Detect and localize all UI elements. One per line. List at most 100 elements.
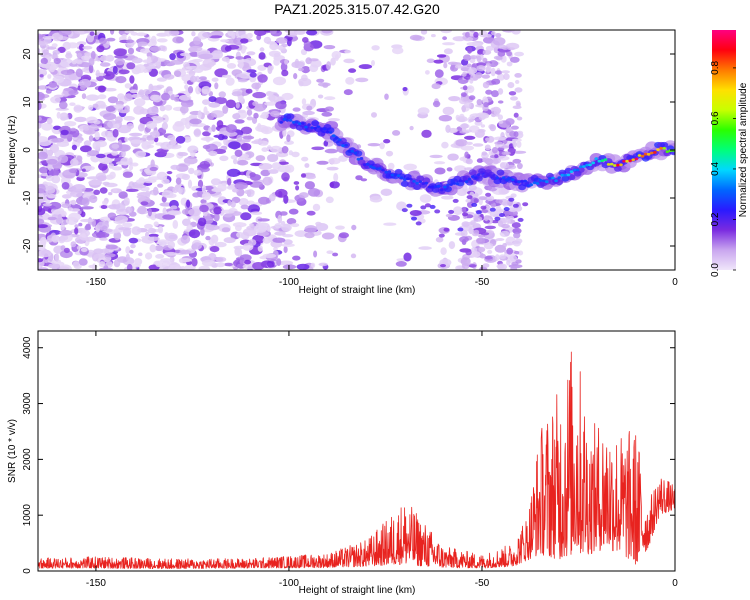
spectrogram-noise-cell bbox=[277, 214, 283, 224]
spectrogram-noise-cell bbox=[156, 38, 168, 43]
spectrogram-noise-cell bbox=[51, 175, 61, 184]
spectrogram-noise-cell bbox=[201, 86, 211, 95]
spectrogram-noise-cell bbox=[515, 259, 522, 264]
spectrogram-noise-cell bbox=[284, 59, 289, 65]
spectrogram-noise-cell bbox=[82, 45, 93, 50]
spectrogram-noise-cell bbox=[142, 89, 152, 95]
spectrogram-noise-cell bbox=[295, 185, 300, 191]
spectrogram-signal-cell bbox=[485, 192, 492, 197]
spectrogram-noise-cell bbox=[187, 86, 194, 94]
spectrogram-noise-cell bbox=[267, 65, 273, 74]
spectrogram-noise-cell bbox=[48, 263, 61, 269]
spectrogram-noise-cell bbox=[253, 224, 267, 233]
spectrogram-signal-cell bbox=[548, 177, 552, 180]
spectrogram-noise-cell bbox=[101, 130, 112, 138]
spectrogram-noise-cell bbox=[273, 57, 280, 66]
spectrogram-noise-cell bbox=[38, 218, 45, 225]
spectrogram-signal-cell bbox=[628, 159, 632, 163]
spectrogram-noise-cell bbox=[57, 46, 66, 54]
spectrogram-noise-cell bbox=[455, 139, 468, 147]
spectrogram-signal-cell bbox=[286, 113, 295, 120]
spectrogram-noise-cell bbox=[155, 260, 163, 268]
spectrogram-noise-cell bbox=[38, 258, 43, 263]
spectrogram-noise-cell bbox=[175, 177, 182, 185]
spectrogram-noise-cell bbox=[304, 232, 315, 239]
spectrogram-noise-cell bbox=[81, 168, 86, 172]
spectrogram-noise-cell bbox=[216, 262, 226, 268]
spectrogram-noise-cell bbox=[494, 70, 503, 75]
spectrogram-signal-cell bbox=[350, 149, 355, 153]
spectrogram-noise-cell bbox=[512, 141, 517, 148]
spectrogram-noise-cell bbox=[482, 49, 492, 55]
spectrogram-noise-cell bbox=[210, 178, 221, 186]
spectrogram-noise-cell bbox=[262, 176, 273, 186]
spectrogram-noise-cell bbox=[74, 224, 79, 229]
spectrogram-noise-cell bbox=[93, 189, 101, 195]
spectrogram-noise-cell bbox=[202, 144, 211, 150]
spectrogram-noise-cell bbox=[199, 76, 207, 81]
spectrogram-signal-cell bbox=[372, 166, 376, 170]
spectrogram-noise-cell bbox=[505, 128, 514, 132]
spectrogram-noise-cell bbox=[197, 110, 202, 119]
spectrogram-noise-cell bbox=[159, 202, 173, 207]
spectrogram-signal-cell bbox=[492, 176, 497, 180]
spectrogram-noise-cell bbox=[76, 245, 82, 250]
spectrogram-noise-cell bbox=[260, 169, 271, 177]
spectrogram-y-tick-label: 0 bbox=[22, 147, 33, 153]
spectrogram-noise-cell bbox=[227, 199, 232, 207]
spectrogram-noise-cell bbox=[161, 190, 174, 198]
spectrogram-noise-cell bbox=[312, 203, 321, 212]
spectrogram-signal-cell bbox=[535, 182, 540, 185]
spectrogram-signal-cell bbox=[563, 173, 568, 177]
spectrogram-noise-cell bbox=[269, 145, 282, 153]
spectrogram-noise-cell bbox=[149, 46, 161, 52]
spectrogram-noise-cell bbox=[250, 211, 263, 215]
spectrogram-noise-cell bbox=[164, 104, 173, 111]
spectrogram-noise-cell bbox=[313, 250, 318, 258]
spectrogram-noise-cell bbox=[138, 252, 143, 257]
spectrogram-noise-cell bbox=[170, 205, 178, 210]
spectrogram-noise-cell bbox=[202, 58, 216, 68]
spectrogram-noise-cell bbox=[236, 73, 247, 78]
spectrogram-noise-cell bbox=[257, 74, 268, 83]
spectrogram-noise-cell bbox=[90, 50, 96, 60]
spectrogram-noise-cell bbox=[72, 184, 86, 193]
spectrogram-noise-cell bbox=[208, 127, 213, 134]
spectrogram-signal-cell bbox=[384, 170, 389, 174]
spectrogram-signal-cell bbox=[541, 179, 546, 183]
spectrogram-noise-cell bbox=[434, 69, 444, 78]
spectrogram-x-tick-label: -150 bbox=[86, 277, 106, 288]
spectrogram-noise-cell bbox=[467, 46, 473, 54]
spectrogram-signal-cell bbox=[579, 165, 583, 169]
spectrogram-noise-cell bbox=[443, 62, 448, 69]
spectrogram-noise-cell bbox=[64, 121, 77, 127]
spectrogram-noise-cell bbox=[380, 188, 393, 196]
spectrogram-signal-cell bbox=[494, 216, 501, 221]
spectrogram-signal-cell bbox=[422, 177, 431, 184]
spectrogram-noise-cell bbox=[321, 232, 335, 240]
spectrogram-noise-cell bbox=[153, 221, 159, 227]
spectrogram-noise-cell bbox=[245, 88, 253, 94]
spectrogram-noise-cell bbox=[96, 153, 106, 159]
spectrogram-noise-cell bbox=[65, 216, 78, 225]
spectrogram-noise-cell bbox=[80, 84, 86, 91]
spectrogram-noise-cell bbox=[460, 67, 470, 72]
spectrogram-noise-cell bbox=[219, 155, 229, 162]
spectrogram-noise-cell bbox=[150, 159, 155, 168]
snr-frame bbox=[37, 330, 676, 572]
spectrogram-noise-cell bbox=[166, 171, 173, 175]
spectrogram-noise-cell bbox=[403, 252, 412, 262]
spectrogram-signal-cell bbox=[424, 203, 431, 208]
spectrogram-noise-cell bbox=[464, 135, 476, 140]
spectrogram-noise-cell bbox=[420, 30, 428, 35]
spectrogram-signal-cell bbox=[508, 197, 515, 202]
spectrogram-noise-cell bbox=[188, 167, 195, 175]
spectrogram-noise-cell bbox=[126, 263, 133, 270]
spectrogram-signal-cell bbox=[328, 131, 333, 134]
spectrogram-signal-cell bbox=[412, 179, 416, 183]
spectrogram-signal-cell bbox=[603, 158, 608, 162]
spectrogram-noise-cell bbox=[147, 236, 160, 242]
spectrogram-noise-cell bbox=[244, 259, 252, 265]
spectrogram-noise-cell bbox=[202, 131, 211, 137]
spectrogram-signal-cell bbox=[660, 141, 669, 149]
